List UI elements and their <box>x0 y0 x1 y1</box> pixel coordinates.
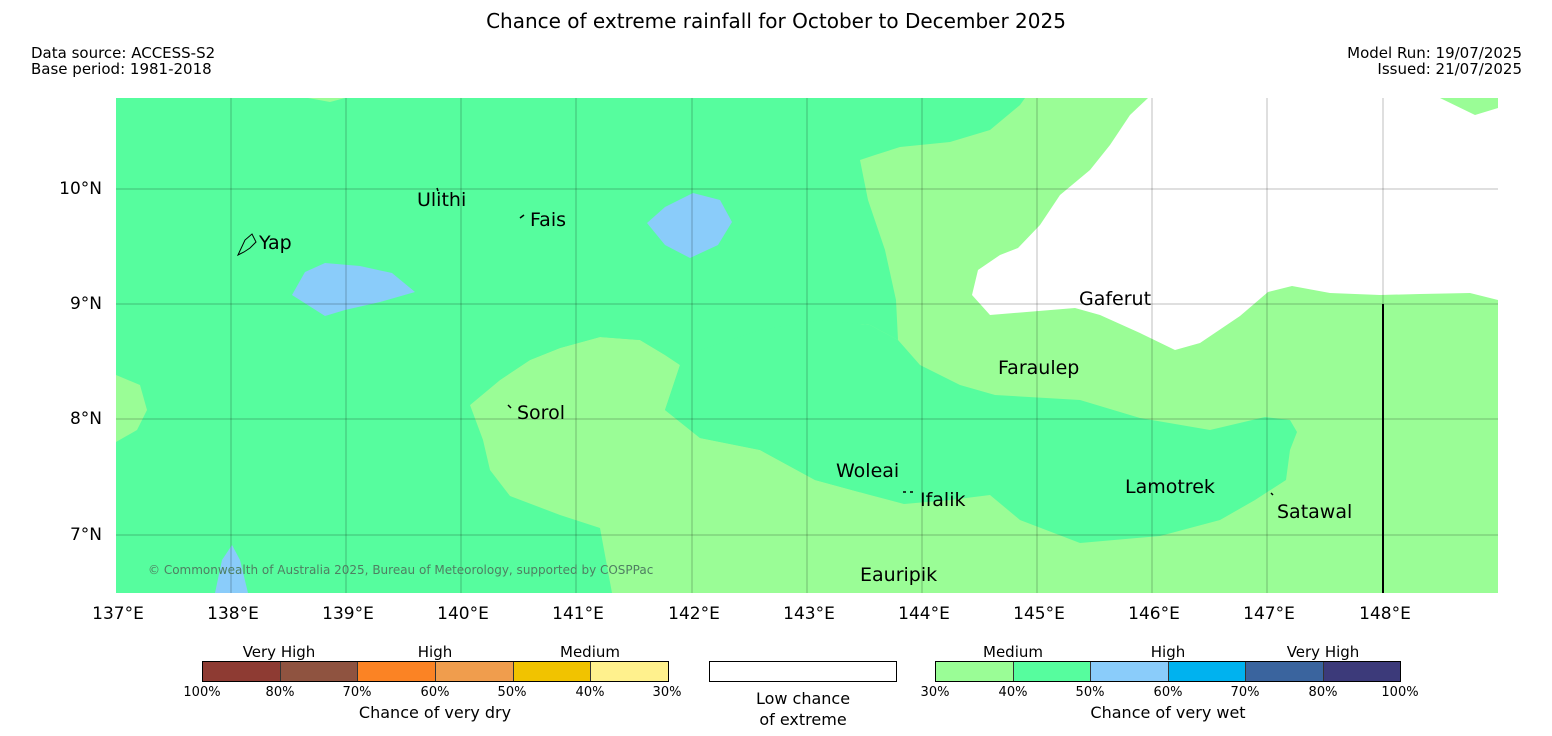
place-label-fais: Fais <box>530 209 567 231</box>
wet-color-bar <box>935 661 1401 682</box>
wet-swatch-40-50 <box>1013 662 1091 681</box>
place-label-lamotrek: Lamotrek <box>1125 476 1215 498</box>
low-chance-region <box>972 98 1498 350</box>
wet-tick: 80% <box>1308 685 1338 700</box>
wet-tick: 50% <box>1075 685 1105 700</box>
low-chance-label-line1: Low chance <box>755 689 851 708</box>
dry-tick: 60% <box>420 685 450 700</box>
dry-category-very-high: Very High <box>242 643 316 661</box>
lon-label-146e: 146°E <box>1128 604 1180 624</box>
dry-swatch-70-60 <box>358 662 437 681</box>
dry-swatch-40-30 <box>591 662 669 681</box>
medium-30-40-region-west <box>116 375 147 442</box>
dry-tick: 80% <box>265 685 295 700</box>
lon-label-144e: 144°E <box>898 604 950 624</box>
high-50-60-region-central <box>647 193 732 258</box>
lon-label-139e: 139°E <box>322 604 374 624</box>
medium-30-40-region-north-east <box>1440 98 1498 115</box>
lon-label-148e: 148°E <box>1359 604 1411 624</box>
wet-category-high: High <box>1150 643 1186 661</box>
wet-swatch-50-60 <box>1091 662 1169 681</box>
base-period-text: Base period: 1981-2018 <box>31 60 212 78</box>
place-label-eauripik: Eauripik <box>860 564 938 586</box>
graticule <box>116 98 1498 593</box>
fais-island-marker <box>519 214 525 219</box>
dry-legend-title: Chance of very dry <box>358 703 512 722</box>
lon-label-137e: 137°E <box>92 604 144 624</box>
high-50-60-region-west <box>292 263 415 316</box>
lon-label-145e: 145°E <box>1013 604 1065 624</box>
medium-30-40-region-north-west <box>308 98 345 102</box>
map-title: Chance of extreme rainfall for October t… <box>486 9 1066 33</box>
low-chance-label-line2: of extreme <box>759 710 847 729</box>
place-label-faraulep: Faraulep <box>998 357 1080 379</box>
lat-label-10n: 10°N <box>59 179 102 199</box>
place-label-ulithi: Ulithi <box>417 189 467 211</box>
dry-swatch-50-40 <box>513 662 592 681</box>
yap-island-outline <box>236 233 257 257</box>
low-chance-label: Low chance of extreme <box>756 688 850 730</box>
dry-tick: 40% <box>575 685 605 700</box>
wet-category-very-high: Very High <box>1286 643 1360 661</box>
dry-tick: 30% <box>652 685 682 700</box>
wet-tick: 30% <box>920 685 950 700</box>
sorol-island-marker <box>507 404 512 409</box>
wet-swatch-80-100 <box>1323 662 1400 681</box>
lat-label-9n: 9°N <box>69 294 102 314</box>
high-50-60-region-south <box>215 545 248 593</box>
lon-label-140e: 140°E <box>437 604 489 624</box>
lat-label-7n: 7°N <box>69 525 102 545</box>
dry-tick: 100% <box>183 685 221 700</box>
medium-30-40-region-south <box>470 337 1498 593</box>
wet-swatch-30-40 <box>936 662 1014 681</box>
place-label-yap: Yap <box>259 232 292 254</box>
model-run-info: Model Run: 19/07/2025 Issued: 21/07/2025 <box>1347 45 1522 77</box>
lon-label-142e: 142°E <box>668 604 720 624</box>
dry-tick: 70% <box>342 685 372 700</box>
satawal-island-marker <box>1270 492 1274 496</box>
place-label-gaferut: Gaferut <box>1079 288 1152 310</box>
lon-label-147e: 147°E <box>1243 604 1295 624</box>
wet-legend-title: Chance of very wet <box>1090 703 1246 722</box>
dry-color-bar <box>202 661 669 682</box>
dry-category-high: High <box>417 643 453 661</box>
wet-tick: 60% <box>1153 685 1183 700</box>
place-label-sorol: Sorol <box>517 402 565 424</box>
model-run-text: Model Run: 19/07/2025 <box>1347 44 1522 62</box>
data-source-info: Data source: ACCESS-S2 Base period: 1981… <box>31 45 215 77</box>
place-label-woleai: Woleai <box>836 460 900 482</box>
copyright-notice: © Commonwealth of Australia 2025, Bureau… <box>148 563 654 577</box>
dry-swatch-60-50 <box>436 662 514 681</box>
wet-tick: 40% <box>998 685 1028 700</box>
medium-40-50-region-central <box>665 320 1297 543</box>
lon-label-138e: 138°E <box>207 604 259 624</box>
dry-swatch-100-80 <box>203 662 281 681</box>
wet-tick: 70% <box>1230 685 1260 700</box>
dry-swatch-80-70 <box>280 662 359 681</box>
place-label-ifalik: Ifalik <box>920 489 966 511</box>
data-source-text: Data source: ACCESS-S2 <box>31 44 216 62</box>
lon-label-141e: 141°E <box>552 604 604 624</box>
wet-swatch-60-70 <box>1168 662 1246 681</box>
wet-tick: 100% <box>1381 685 1419 700</box>
wet-swatch-70-80 <box>1246 662 1324 681</box>
lat-label-8n: 8°N <box>69 409 102 429</box>
lon-label-143e: 143°E <box>783 604 835 624</box>
wet-category-medium: Medium <box>983 643 1043 661</box>
issued-text: Issued: 21/07/2025 <box>1377 60 1522 78</box>
dry-category-medium: Medium <box>560 643 620 661</box>
ulithi-island-marker <box>436 187 439 192</box>
place-label-satawal: Satawal <box>1277 501 1353 523</box>
low-chance-swatch <box>709 661 897 682</box>
dry-tick: 50% <box>497 685 527 700</box>
